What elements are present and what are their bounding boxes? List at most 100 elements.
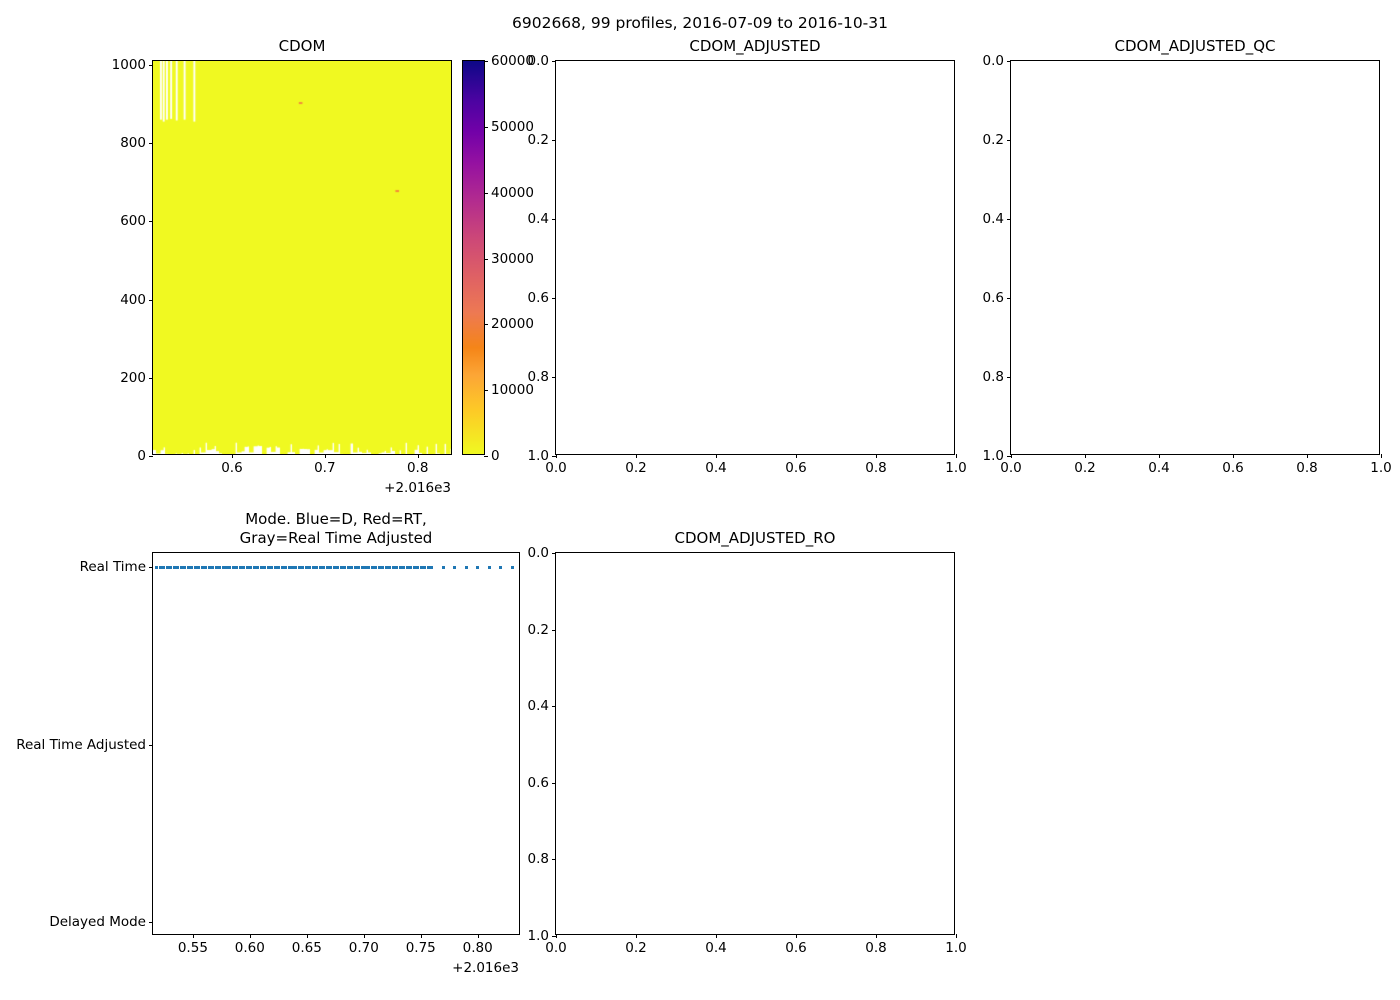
x-tick-mark (1233, 454, 1234, 458)
x-tick-label: 0.80 (462, 940, 493, 956)
mode-scatter-point (284, 565, 288, 569)
colorbar-tick-mark (484, 126, 488, 128)
mode-scatter-point (311, 565, 315, 569)
y-tick-mark (552, 140, 556, 141)
mode-scatter-point (186, 565, 190, 569)
mode-scatter-point (343, 565, 347, 569)
y-tick-mark (552, 61, 556, 62)
mode-scatter-point (339, 565, 343, 569)
colorbar-tick-label: 10000 (491, 382, 534, 399)
mode-scatter-point (165, 565, 169, 569)
x-tick-label: 0.60 (234, 940, 265, 956)
y-tick-label: 1.0 (982, 448, 1004, 464)
x-tick-label: 0.70 (348, 940, 379, 956)
x-tick-mark (1381, 454, 1382, 458)
x-tick-mark (420, 934, 422, 938)
y-tick-label: 400 (120, 291, 146, 308)
x-tick-label: 0.8 (865, 940, 887, 956)
mode-scatter-point (370, 565, 374, 569)
mode-scatter-point (360, 565, 364, 569)
x-tick-mark (876, 454, 877, 458)
y-tick-label: 0.8 (982, 369, 1004, 385)
y-tick-mark (1007, 456, 1011, 457)
y-tick-label: 0.4 (982, 211, 1004, 227)
x-tick-label: 0.65 (291, 940, 322, 956)
mode-scatter-point (419, 565, 423, 569)
y-tick-mark (552, 553, 556, 554)
y-tick-mark (552, 219, 556, 220)
y-tick-label: 0.2 (982, 132, 1004, 148)
mode-scatter-point (224, 565, 228, 569)
mode-scatter-point (287, 565, 291, 569)
x-tick-label: 0.8 (1296, 460, 1318, 476)
axes-cdom-title: CDOM (278, 36, 326, 55)
x-tick-label: 0.75 (405, 940, 436, 956)
y-tick-mark (1007, 61, 1011, 62)
y-tick-mark (149, 744, 153, 746)
x-tick-label: 0.7 (314, 460, 336, 476)
y-tick-mark (552, 377, 556, 378)
mode-scatter-point (207, 565, 211, 569)
mode-scatter-point (245, 565, 249, 569)
y-tick-label: 600 (120, 213, 146, 230)
colorbar-tick-label: 20000 (491, 316, 534, 333)
colorbar-tick-mark (484, 390, 488, 392)
y-tick-label: 1.0 (527, 928, 549, 944)
y-tick-label: 0.4 (527, 211, 549, 227)
axes-mode-x-offset: +2.016e3 (452, 960, 519, 976)
mode-scatter-point (172, 565, 176, 569)
colorbar-tick-mark (484, 456, 488, 457)
x-tick-mark (417, 454, 419, 458)
mode-scatter-point (280, 565, 284, 569)
colorbar-tick-mark (484, 192, 488, 194)
y-tick-label: Real Time (79, 559, 146, 576)
colorbar-tick-label: 60000 (491, 53, 534, 69)
y-tick-mark (149, 221, 153, 223)
x-tick-mark (324, 454, 326, 458)
axes-cdom-adjusted-ro-title: CDOM_ADJUSTED_RO (674, 528, 836, 547)
y-tick-mark (552, 782, 556, 784)
x-tick-mark (1011, 454, 1012, 458)
colorbar-tick-label: 50000 (491, 118, 534, 135)
mode-scatter-point (441, 565, 445, 569)
mode-scatter-point (263, 565, 267, 569)
mode-scatter-point (256, 565, 260, 569)
axes-mode: Mode. Blue=D, Red=RT, Gray=Real Time Adju… (16, 510, 520, 976)
y-tick-label: 0.6 (527, 774, 549, 791)
axes-cdom-adjusted-ro: CDOM_ADJUSTED_RO 0.0 0.2 0.4 0.6 0.8 1.0 0.0 0.… (528, 529, 967, 956)
x-tick-label: 0.2 (1074, 460, 1096, 476)
colorbar-gradient (463, 61, 484, 454)
mode-scatter-point (329, 565, 333, 569)
x-tick-label: 0.55 (177, 940, 208, 956)
y-tick-mark (552, 298, 556, 299)
mode-scatter-point (315, 565, 319, 569)
x-tick-label: 0.2 (625, 460, 647, 476)
x-tick-mark (636, 454, 637, 458)
mode-scatter-point (218, 565, 222, 569)
x-tick-mark (231, 454, 233, 458)
mode-scatter-point (325, 565, 329, 569)
y-tick-mark (1007, 377, 1011, 378)
y-tick-mark (1007, 298, 1011, 299)
mode-scatter-point (301, 565, 305, 569)
mode-scatter-point (211, 565, 215, 569)
y-tick-mark (149, 143, 153, 145)
x-tick-label: 0.0 (545, 940, 567, 956)
y-tick-label: 0.0 (527, 53, 549, 69)
x-tick-mark (192, 934, 194, 938)
mode-scatter-point (169, 565, 173, 569)
y-tick-label: 1000 (111, 56, 146, 73)
y-tick-mark (149, 377, 153, 379)
y-tick-label: 0.2 (527, 621, 549, 638)
x-tick-mark (477, 934, 479, 938)
y-tick-label: 1.0 (527, 448, 549, 464)
x-tick-label: 0.6 (785, 460, 807, 476)
mode-scatter-point (200, 565, 204, 569)
x-tick-mark (249, 934, 251, 938)
x-tick-mark (1159, 454, 1160, 458)
mode-scatter-point (176, 565, 180, 569)
x-tick-label: 1.0 (1370, 460, 1392, 476)
y-tick-label: 0.0 (527, 545, 549, 561)
mode-scatter-point (158, 565, 162, 569)
